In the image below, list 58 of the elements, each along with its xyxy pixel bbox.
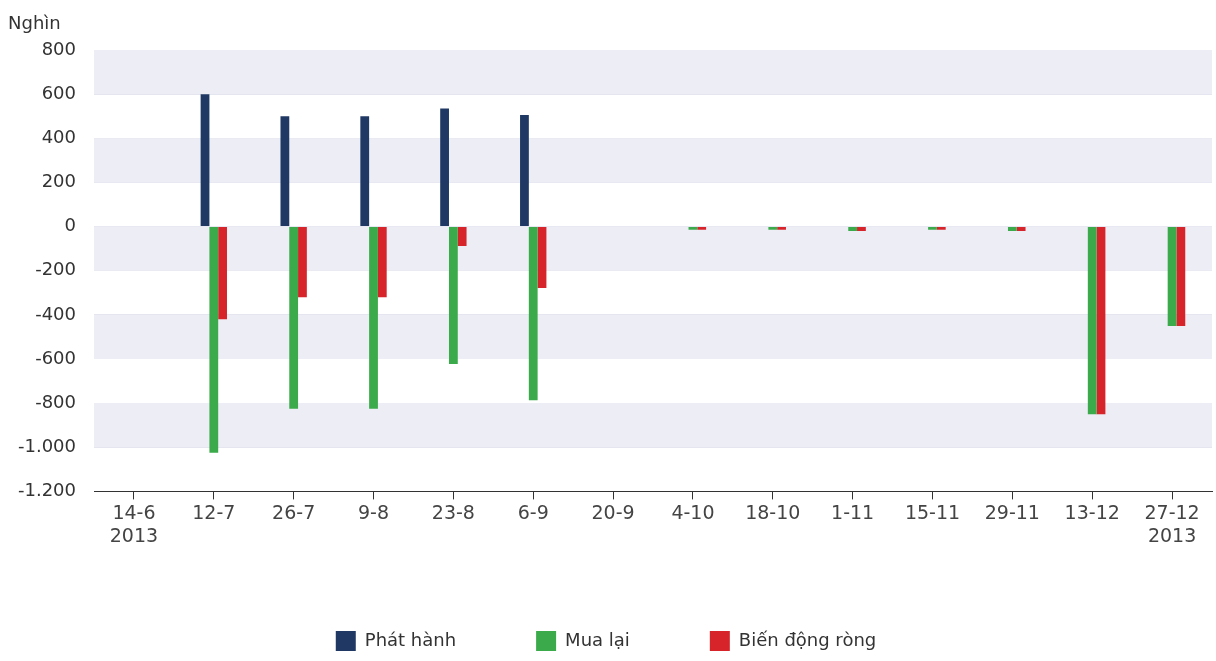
legend-label: Phát hành bbox=[364, 628, 457, 650]
y-tick-label: -1.200 bbox=[17, 479, 77, 501]
x-tick-label: 27-12 2013 bbox=[1144, 500, 1200, 546]
y-tick-label: -800 bbox=[35, 390, 77, 412]
x-tick-label: 4-10 bbox=[671, 500, 715, 523]
x-tick-label: 9-8 bbox=[358, 500, 390, 523]
bar bbox=[936, 227, 946, 230]
bar bbox=[1007, 227, 1017, 231]
bar bbox=[848, 227, 858, 231]
bar bbox=[537, 227, 547, 288]
bar bbox=[280, 116, 290, 227]
x-tick-label: 6-9 bbox=[517, 500, 549, 523]
bar bbox=[1016, 227, 1026, 231]
y-tick-label: 600 bbox=[41, 81, 77, 103]
bar bbox=[218, 227, 227, 320]
y-tick-label: 0 bbox=[64, 214, 77, 236]
bar bbox=[209, 227, 219, 453]
x-tick-label: 18-10 bbox=[745, 500, 801, 523]
x-tick-label: 20-9 bbox=[591, 500, 635, 523]
legend-label: Biến động ròng bbox=[738, 628, 877, 650]
x-tick-label: 15-11 bbox=[904, 500, 961, 523]
legend-label: Mua lại bbox=[565, 628, 630, 650]
bar bbox=[1096, 227, 1106, 415]
bar bbox=[377, 227, 387, 298]
bar bbox=[697, 227, 707, 230]
bar bbox=[528, 227, 538, 401]
x-tick-label: 1-11 bbox=[831, 500, 875, 523]
bar bbox=[1176, 227, 1186, 326]
bar bbox=[440, 108, 449, 227]
x-tick-label: 14-6 2013 bbox=[109, 500, 159, 546]
bar bbox=[1167, 227, 1177, 326]
x-tick-label: 29-11 bbox=[984, 500, 1040, 523]
bar bbox=[777, 227, 786, 230]
y-tick-label: -600 bbox=[35, 346, 77, 368]
bar bbox=[200, 94, 210, 227]
bar bbox=[289, 227, 299, 409]
y-tick-label: -400 bbox=[35, 302, 77, 324]
bar bbox=[360, 116, 370, 227]
y-tick-label: -200 bbox=[35, 258, 77, 280]
x-tick-label: 13-12 bbox=[1064, 500, 1120, 523]
bar bbox=[298, 227, 307, 298]
y-tick-label: -1.000 bbox=[17, 434, 77, 456]
x-tick-label: 12-7 bbox=[192, 500, 236, 523]
bar bbox=[457, 227, 467, 246]
bar bbox=[768, 227, 778, 230]
bar bbox=[688, 227, 698, 230]
bar bbox=[369, 227, 378, 409]
bar bbox=[448, 227, 458, 365]
y-tick-label: 800 bbox=[41, 37, 77, 59]
x-tick-label: 26-7 bbox=[272, 500, 316, 523]
bar bbox=[520, 115, 529, 227]
bar bbox=[857, 227, 866, 231]
x-tick-label: 23-8 bbox=[431, 500, 475, 523]
bar bbox=[928, 227, 937, 230]
y-axis-title: Nghìn bbox=[8, 12, 61, 33]
bar bbox=[1087, 227, 1097, 415]
y-tick-label: 200 bbox=[41, 170, 77, 192]
y-tick-label: 400 bbox=[41, 125, 77, 147]
